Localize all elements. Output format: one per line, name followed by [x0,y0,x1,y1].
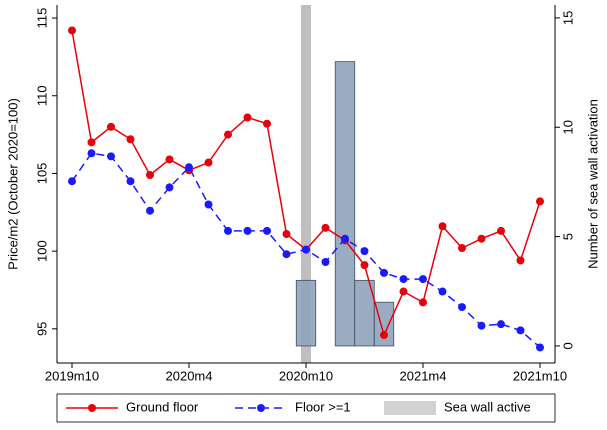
y-tick-label: 105 [34,163,49,185]
point [321,258,330,267]
point [438,222,447,231]
point [243,113,252,122]
x-tick-label: 2020m4 [166,368,213,383]
point [107,152,115,161]
point [146,206,154,215]
point [87,138,96,147]
point [87,149,96,158]
point [68,177,76,186]
y-tick-label: 110 [34,85,49,106]
point [185,163,193,172]
point [204,158,213,167]
y2-tick-label: 5 [560,233,575,240]
y-tick-label: 100 [34,240,49,262]
point [165,155,174,164]
point [126,135,135,144]
y2-tick-label: 0 [560,342,575,349]
point [419,275,427,284]
point [399,275,408,284]
legend-label: Ground floor [126,399,199,414]
point [458,244,466,253]
point [399,287,408,296]
point [68,26,76,35]
y2-tick-label: 10 [560,120,575,134]
point [380,268,388,277]
point [516,326,525,335]
point [165,183,174,192]
x-tick-label: 2019m10 [45,368,99,383]
y-axis-label: Price/m2 (October 2020=100) [5,98,20,270]
y-tick-label: 95 [34,322,49,336]
shaded-period [301,5,311,363]
legend-box [56,393,556,423]
point [341,234,349,243]
point [360,247,369,256]
bar [334,61,356,347]
bar [295,279,317,347]
point [419,298,427,307]
bar [373,301,395,347]
point [224,130,232,139]
x-tick-label: 2021m10 [513,368,567,383]
x-tick-label: 2020m10 [279,368,333,383]
y2-tick-label: 15 [560,11,575,25]
point [536,197,544,206]
point [497,226,505,235]
point [282,230,291,239]
point [321,223,330,232]
point [360,261,369,270]
point [516,256,525,265]
point [224,226,232,235]
point [126,177,135,186]
point [458,303,466,312]
point [536,343,544,352]
legend-swatch [384,401,436,415]
legend-marker [88,404,96,412]
point [497,320,505,329]
point [302,245,310,254]
point [263,119,271,128]
x-tick-label: 2021m4 [400,368,447,383]
point [282,250,291,259]
point [438,287,447,296]
legend-label: Floor >=1 [295,399,351,414]
legend-marker [257,404,265,412]
point [204,200,213,209]
point [263,226,271,235]
point [146,170,154,179]
point [477,321,486,330]
legend-label: Sea wall active [444,399,531,414]
point [107,122,115,131]
point [243,226,252,235]
point [477,234,486,243]
point [380,331,388,340]
y-tick-label: 115 [34,8,49,29]
y2-axis-label: Number of sea wall activation [585,99,600,269]
